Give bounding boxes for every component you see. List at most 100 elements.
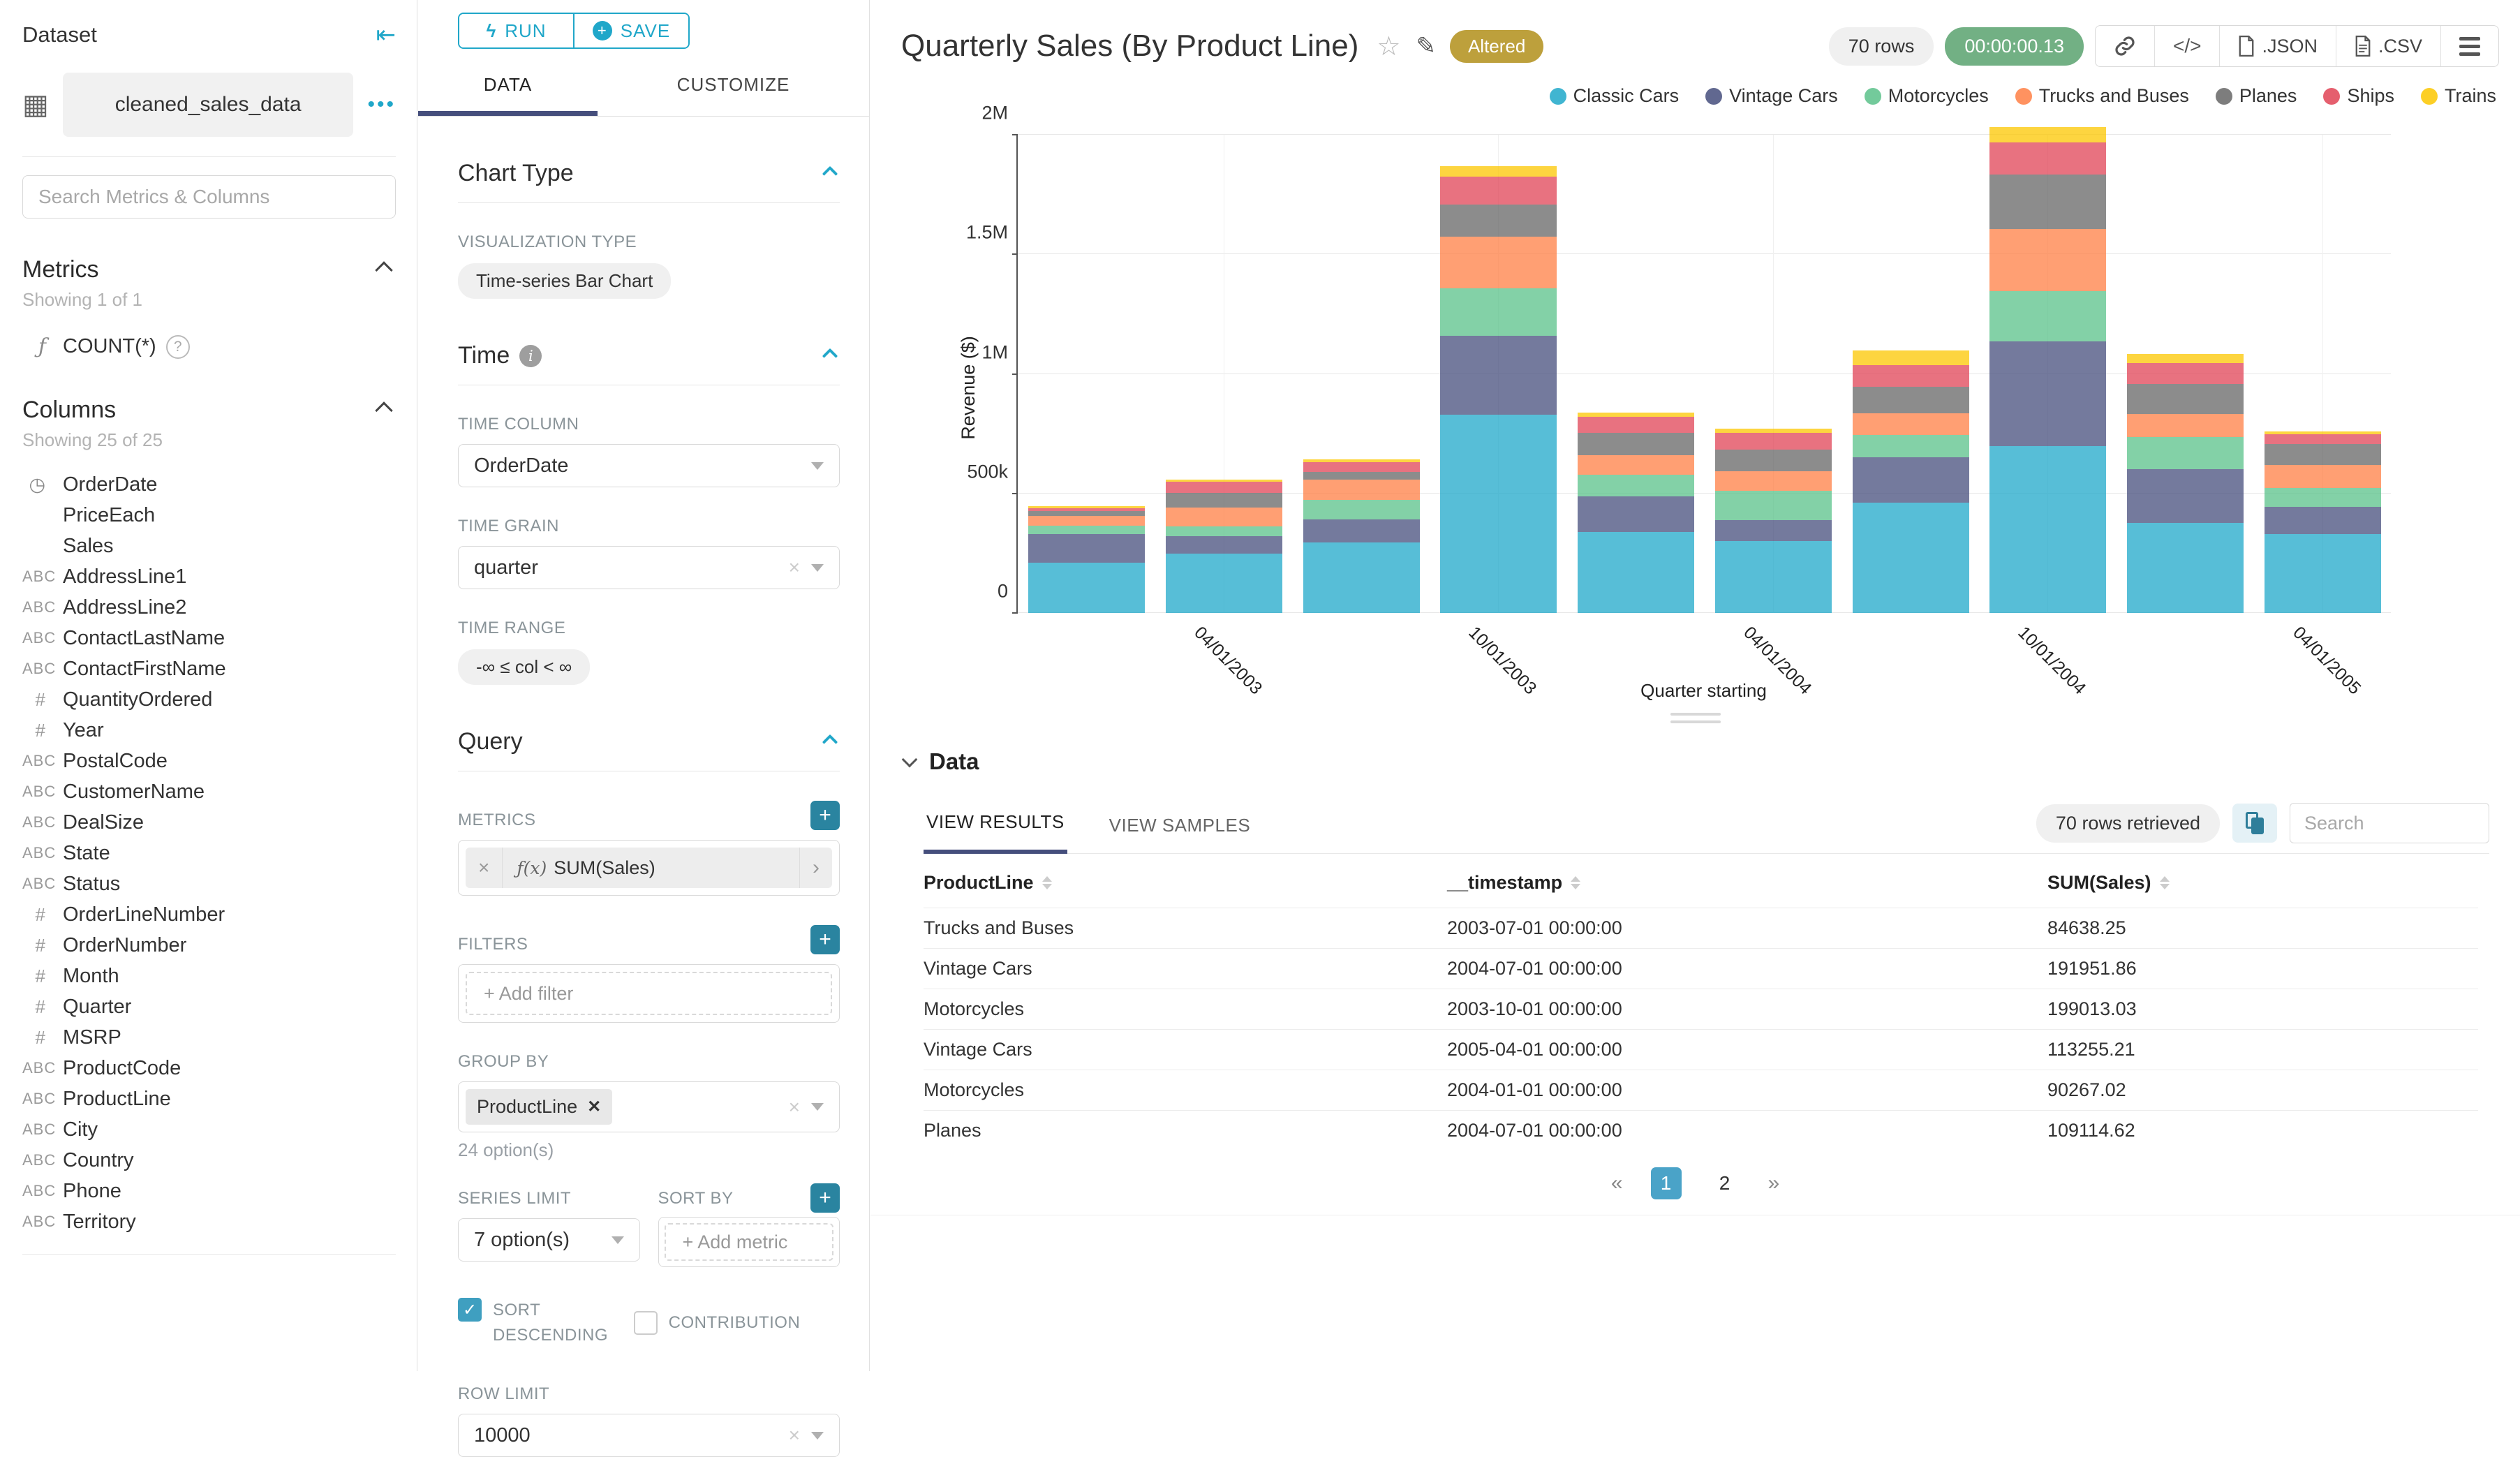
bar-segment[interactable] [1028,506,1145,508]
collapse-data-icon[interactable] [902,752,918,768]
clear-icon[interactable]: × [789,1096,800,1118]
bar-segment[interactable] [1166,526,1282,536]
bar-segment[interactable] [1166,536,1282,554]
column-header[interactable]: SUM(Sales) [2047,872,2478,894]
panel-resize-handle[interactable] [870,713,2520,723]
bar-segment[interactable] [1166,554,1282,613]
add-filter-dropzone[interactable]: + Add filter [466,972,832,1015]
bar-segment[interactable] [2265,444,2381,465]
pagination-page-1[interactable]: 1 [1651,1167,1682,1199]
dataset-options-icon[interactable]: ••• [367,93,396,117]
bar-stack[interactable] [1715,429,1832,613]
time-grain-select[interactable]: quarter × [458,546,840,589]
bar-segment[interactable] [1303,500,1420,519]
bar-segment[interactable] [1303,542,1420,613]
bar-stack[interactable] [1989,127,2106,613]
save-button[interactable]: +SAVE [573,14,688,47]
legend-item[interactable]: Ships [2323,85,2394,107]
bar-segment[interactable] [1853,365,1969,387]
bar-segment[interactable] [1440,237,1557,288]
chevron-up-icon[interactable] [822,734,838,750]
metrics-columns-search[interactable] [22,175,396,219]
bar-segment[interactable] [1303,480,1420,500]
bar-segment[interactable] [1028,511,1145,516]
bar-segment[interactable] [2127,363,2244,384]
share-link-button[interactable] [2096,26,2154,66]
bar-segment[interactable] [1715,471,1832,491]
bar-segment[interactable] [1853,387,1969,413]
column-item[interactable]: #OrderNumber [22,930,396,961]
bar-segment[interactable] [1440,288,1557,336]
export-csv-button[interactable]: .CSV [2336,26,2440,66]
dataset-name[interactable]: cleaned_sales_data [63,73,354,137]
bar-segment[interactable] [1440,177,1557,204]
chevron-up-icon[interactable] [822,165,838,182]
chevron-up-icon[interactable] [375,261,392,279]
chevron-up-icon[interactable] [822,348,838,364]
bar-segment[interactable] [1440,336,1557,415]
bar-segment[interactable] [1715,429,1832,434]
bar-segment[interactable] [1028,516,1145,526]
bar-stack[interactable] [1166,480,1282,613]
bar-segment[interactable] [1578,455,1694,475]
bar-segment[interactable] [1028,534,1145,562]
bar-segment[interactable] [1028,526,1145,534]
row-limit-select[interactable]: 10000 × [458,1414,840,1457]
chevron-up-icon[interactable] [375,401,392,419]
bar-segment[interactable] [1303,472,1420,479]
tab-view-results[interactable]: VIEW RESULTS [924,811,1067,854]
bar-segment[interactable] [2127,414,2244,437]
metric-item[interactable]: ƒ COUNT(*) ? [22,334,396,359]
clear-icon[interactable]: × [789,556,800,579]
bar-segment[interactable] [1578,433,1694,455]
pagination-prev[interactable]: « [1611,1171,1623,1195]
bar-segment[interactable] [2265,507,2381,534]
tab-data[interactable]: DATA [418,74,598,116]
bar-segment[interactable] [1578,532,1694,613]
bar-segment[interactable] [1989,175,2106,229]
bar-segment[interactable] [1715,520,1832,541]
column-item[interactable]: #QuantityOrdered [22,684,396,715]
bar-stack[interactable] [1440,166,1557,613]
tab-customize[interactable]: CUSTOMIZE [598,74,869,116]
bar-segment[interactable] [1166,480,1282,482]
bar-segment[interactable] [1303,459,1420,462]
bar-segment[interactable] [1715,541,1832,613]
remove-metric-icon[interactable]: × [466,848,503,888]
bar-segment[interactable] [2127,354,2244,363]
results-search-input[interactable] [2290,803,2489,843]
bar-segment[interactable] [1853,350,1969,365]
bar-stack[interactable] [1303,459,1420,613]
add-sort-metric-dropzone[interactable]: + Add metric [665,1223,834,1261]
bar-stack[interactable] [1853,350,1969,613]
bar-segment[interactable] [1166,493,1282,508]
legend-item[interactable]: Vintage Cars [1705,85,1838,107]
bar-segment[interactable] [1303,519,1420,542]
bar-stack[interactable] [2265,431,2381,613]
chart-menu-button[interactable] [2440,26,2498,66]
column-item[interactable]: Sales [22,531,396,561]
bar-segment[interactable] [2127,437,2244,469]
series-limit-select[interactable]: 7 option(s) [458,1218,640,1262]
column-item[interactable]: ◷OrderDate [22,469,396,500]
search-input[interactable] [38,186,380,208]
legend-item[interactable]: Trains [2421,85,2496,107]
bar-segment[interactable] [1853,457,1969,503]
pagination-next[interactable]: » [1768,1171,1780,1195]
add-filter-button[interactable]: + [810,925,840,954]
